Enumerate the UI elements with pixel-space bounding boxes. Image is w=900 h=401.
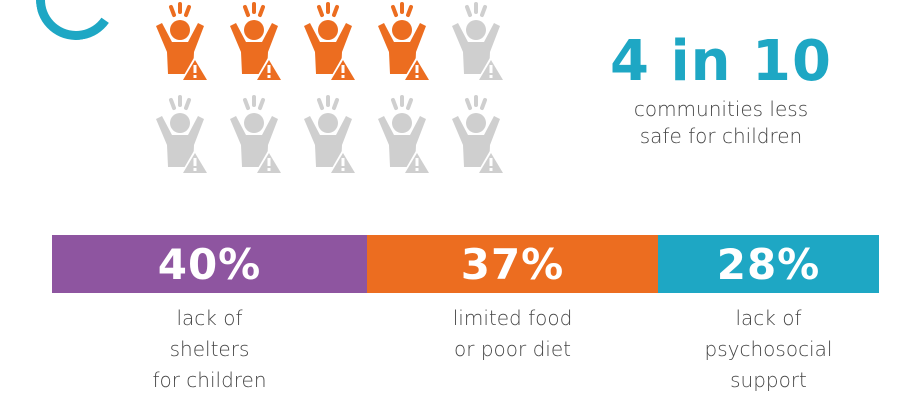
stat-label-line: shelters — [169, 337, 250, 361]
stat-label-psychosocial: lack of psychosocial support — [658, 303, 879, 396]
stat-value-shelters: 40% — [157, 239, 262, 289]
child-warning-icon — [148, 2, 222, 95]
stat-label-line: limited food — [452, 306, 573, 330]
child-warning-icon — [148, 95, 222, 188]
child-warning-icon — [296, 2, 370, 95]
stat-label-food: limited food or poor diet — [367, 303, 658, 396]
stat-value-food: 37% — [460, 239, 565, 289]
stat-label-line: support — [730, 368, 807, 392]
child-warning-icon — [370, 95, 444, 188]
headline-line-1: communities less — [633, 97, 809, 121]
stat-label-line: lack of — [176, 306, 243, 330]
stat-segment-shelters: 40% — [52, 235, 367, 293]
stat-label-line: or poor diet — [454, 337, 571, 361]
child-warning-icon — [370, 2, 444, 95]
stat-label-line: psychosocial — [704, 337, 833, 361]
stat-label-line: lack of — [735, 306, 802, 330]
child-warning-icon — [222, 2, 296, 95]
stat-segment-psychosocial: 28% — [658, 235, 879, 293]
headline-line-2: safe for children — [639, 124, 803, 148]
children-icon-grid — [148, 2, 518, 192]
child-warning-icon — [444, 95, 518, 188]
decorative-arc — [29, 0, 123, 47]
headline: 4 in 10 communities less safe for childr… — [608, 34, 834, 150]
child-warning-icon — [444, 2, 518, 95]
child-warning-icon — [222, 95, 296, 188]
stat-value-psychosocial: 28% — [716, 239, 821, 289]
stat-label-line: for children — [152, 368, 267, 392]
stat-labels: lack of shelters for children limited fo… — [52, 303, 879, 396]
stat-segment-food: 37% — [367, 235, 658, 293]
child-warning-icon — [296, 95, 370, 188]
headline-value: 4 in 10 — [610, 29, 832, 94]
stat-label-shelters: lack of shelters for children — [52, 303, 367, 396]
stat-bar: 40% 37% 28% — [52, 235, 879, 293]
